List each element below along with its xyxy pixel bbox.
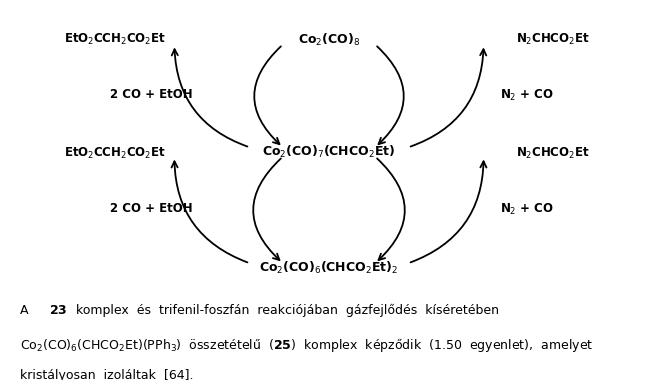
Text: Co$_2$(CO)$_6$(CHCO$_2$Et)(PPh$_3$)  összetételű  ($\mathbf{25}$)  komplex  képz: Co$_2$(CO)$_6$(CHCO$_2$Et)(PPh$_3$) össz…: [20, 336, 593, 354]
Text: $\mathbf{23}$: $\mathbf{23}$: [49, 304, 68, 317]
Text: N$_2$CHCO$_2$Et: N$_2$CHCO$_2$Et: [516, 146, 590, 162]
Text: Co$_2$(CO)$_7$(CHCO$_2$Et): Co$_2$(CO)$_7$(CHCO$_2$Et): [263, 144, 395, 160]
Text: N$_2$CHCO$_2$Et: N$_2$CHCO$_2$Et: [516, 32, 590, 48]
Text: N$_2$ + CO: N$_2$ + CO: [499, 201, 553, 217]
Text: kristályosan  izoláltak  [64].: kristályosan izoláltak [64].: [20, 369, 193, 380]
Text: 2 CO + EtOH: 2 CO + EtOH: [110, 203, 193, 215]
Text: A: A: [20, 304, 28, 317]
Text: komplex  és  trifenil-foszfán  reakciójában  gázfejlődés  kíséretében: komplex és trifenil-foszfán reakciójában…: [76, 304, 499, 317]
Text: 2 CO + EtOH: 2 CO + EtOH: [110, 89, 193, 101]
Text: EtO$_2$CCH$_2$CO$_2$Et: EtO$_2$CCH$_2$CO$_2$Et: [64, 146, 166, 162]
Text: Co$_2$(CO)$_8$: Co$_2$(CO)$_8$: [298, 32, 360, 48]
Text: EtO$_2$CCH$_2$CO$_2$Et: EtO$_2$CCH$_2$CO$_2$Et: [64, 32, 166, 48]
Text: Co$_2$(CO)$_6$(CHCO$_2$Et)$_2$: Co$_2$(CO)$_6$(CHCO$_2$Et)$_2$: [259, 260, 399, 276]
Text: N$_2$ + CO: N$_2$ + CO: [499, 87, 553, 103]
